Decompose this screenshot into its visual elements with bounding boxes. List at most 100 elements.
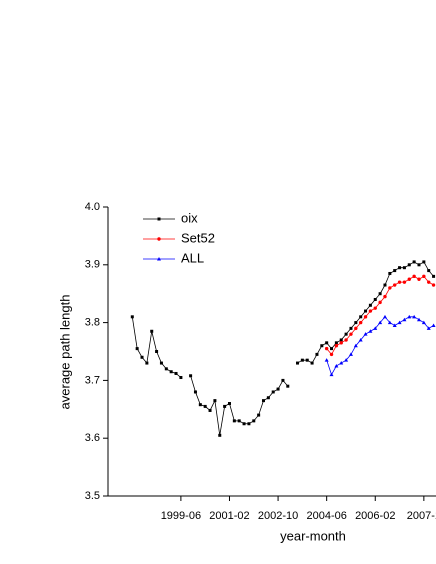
marker <box>252 419 256 423</box>
marker <box>431 283 436 287</box>
marker <box>402 266 406 270</box>
marker <box>398 266 402 270</box>
y-tick-label: 3.9 <box>85 259 100 271</box>
marker <box>157 217 161 221</box>
marker <box>422 274 426 279</box>
marker <box>179 376 183 380</box>
marker <box>353 343 358 348</box>
marker <box>135 347 139 351</box>
marker <box>257 413 261 417</box>
legend-label: ALL <box>181 250 204 265</box>
marker <box>364 309 368 313</box>
marker <box>324 346 329 351</box>
marker <box>157 257 161 261</box>
marker <box>368 303 372 307</box>
marker <box>397 280 402 284</box>
marker <box>416 317 421 322</box>
marker <box>334 363 339 368</box>
marker <box>193 390 197 394</box>
marker <box>368 309 373 313</box>
marker <box>387 320 392 325</box>
marker <box>431 323 436 327</box>
marker <box>427 280 431 284</box>
marker <box>169 370 173 374</box>
marker <box>339 338 343 342</box>
marker <box>300 358 304 362</box>
marker <box>130 315 134 319</box>
marker <box>354 326 358 331</box>
marker <box>349 326 353 330</box>
marker <box>368 329 373 333</box>
legend-label: oix <box>181 210 198 225</box>
marker <box>388 271 392 275</box>
marker <box>164 367 168 371</box>
marker <box>305 358 309 362</box>
x-tick-label: 2002-10 <box>258 510 298 522</box>
marker <box>373 297 377 301</box>
marker <box>407 263 411 267</box>
marker <box>354 321 358 325</box>
marker <box>339 361 344 365</box>
marker <box>310 361 314 365</box>
marker <box>378 320 383 325</box>
marker <box>329 352 334 357</box>
marker <box>271 390 275 394</box>
marker <box>237 419 241 423</box>
x-tick-label: 2006-02 <box>355 510 395 522</box>
marker <box>373 306 377 310</box>
marker <box>378 292 382 296</box>
marker <box>363 332 368 336</box>
marker <box>223 404 227 408</box>
marker <box>417 263 421 267</box>
marker <box>348 352 353 356</box>
marker <box>174 371 178 375</box>
marker <box>417 277 421 281</box>
marker <box>232 419 236 423</box>
marker <box>407 314 412 319</box>
marker <box>402 317 407 322</box>
x-tick-label: 2001-02 <box>209 510 249 522</box>
marker <box>329 372 334 377</box>
marker <box>157 237 161 241</box>
marker <box>412 260 416 264</box>
marker <box>155 350 159 353</box>
marker <box>227 402 231 406</box>
y-tick-label: 3.8 <box>85 317 100 329</box>
x-tick-label: 1999-06 <box>161 510 201 522</box>
marker <box>344 332 348 336</box>
marker <box>402 280 407 284</box>
x-tick-label: 2004-06 <box>306 510 346 522</box>
marker <box>378 300 382 305</box>
marker <box>412 314 417 319</box>
marker <box>349 332 353 336</box>
marker <box>334 341 338 345</box>
y-tick-label: 3.7 <box>85 374 100 386</box>
marker <box>213 399 217 403</box>
series-line <box>326 316 434 376</box>
x-tick-label: 2007-1 <box>407 510 436 522</box>
legend-label: Set52 <box>181 230 215 245</box>
marker <box>421 320 426 325</box>
marker <box>218 433 222 437</box>
marker <box>392 283 397 287</box>
marker <box>359 315 363 319</box>
marker <box>247 422 251 426</box>
marker <box>324 358 329 362</box>
marker <box>145 361 149 365</box>
marker <box>261 399 265 403</box>
marker <box>358 320 363 325</box>
y-tick-label: 3.5 <box>85 490 100 502</box>
marker <box>266 396 270 400</box>
marker <box>208 408 212 412</box>
marker <box>363 315 368 319</box>
marker <box>382 314 387 319</box>
marker <box>373 326 378 330</box>
marker <box>422 260 426 264</box>
marker <box>334 344 339 348</box>
marker <box>198 403 202 407</box>
marker <box>281 378 285 382</box>
marker <box>189 374 193 378</box>
y-axis-label: average path length <box>57 295 72 410</box>
y-tick-label: 4.0 <box>85 201 100 213</box>
